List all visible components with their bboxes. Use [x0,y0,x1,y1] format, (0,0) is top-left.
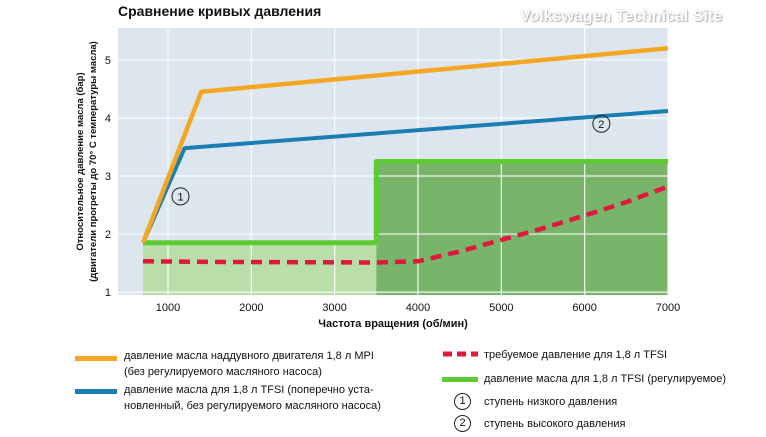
watermark-title: Volkswagen Technical Site [520,8,723,25]
x-tick-label: 6000 [572,302,596,314]
legend-label: давление масла для 1,8 л TFSI (регулируе… [484,373,727,385]
y-tick-label: 3 [105,171,111,183]
legend-label: давление масла для 1,8 л TFSI (поперечно… [124,384,374,396]
region-marker-circle [171,187,190,206]
region-marker-label: 2 [598,119,604,131]
series-line-required [142,184,669,265]
series-line-regulated [143,159,668,246]
y-axis-label-2: (двигатели прогреты до 70° С температуры… [88,41,99,282]
x-tick-label: 7000 [656,302,680,314]
stage-1-marker: 1 [454,393,471,410]
region-high-pressure [376,161,668,295]
series-line-mpi [140,46,669,244]
legend-swatch-regulated [442,377,478,382]
legend-label: новленный, без регулируемого масляного н… [124,400,381,412]
y-tick-label: 4 [105,113,111,125]
region-marker-label: 1 [177,191,183,203]
chart-title: Сравнение кривых давления [118,3,322,19]
legend-label: требуемое давление для 1,8 л TFSI [484,349,668,361]
x-tick-label: 3000 [322,302,346,314]
x-tick-label: 4000 [406,302,430,314]
x-tick-label: 5000 [489,302,513,314]
y-tick-label: 2 [105,229,111,241]
legend-swatch-tfsi [75,389,117,394]
y-tick-label: 1 [105,287,111,299]
legend-label: давление масла наддувного двигателя 1,8 … [124,350,374,362]
stage-2-marker: 2 [454,415,471,432]
y-tick-label: 5 [105,55,111,67]
region-marker-2: 2 [592,114,611,133]
region-low-pressure [143,242,377,295]
legend-label: ступень низкого давления [484,396,618,408]
legend-swatch-mpi [75,356,117,361]
y-axis-label: Относительное давление масла (бар) [75,72,86,250]
x-tick-label: 1000 [156,302,180,314]
legend-label: (без регулируемого масляного насоса) [124,366,322,378]
legend-label: ступень высокого давления [484,418,626,430]
legend-swatch-required [443,351,478,357]
x-tick-label: 2000 [239,302,263,314]
region-marker-circle [592,114,611,133]
x-axis-label: Частота вращения (об/мин) [318,318,468,330]
region-marker-1: 1 [171,187,190,206]
